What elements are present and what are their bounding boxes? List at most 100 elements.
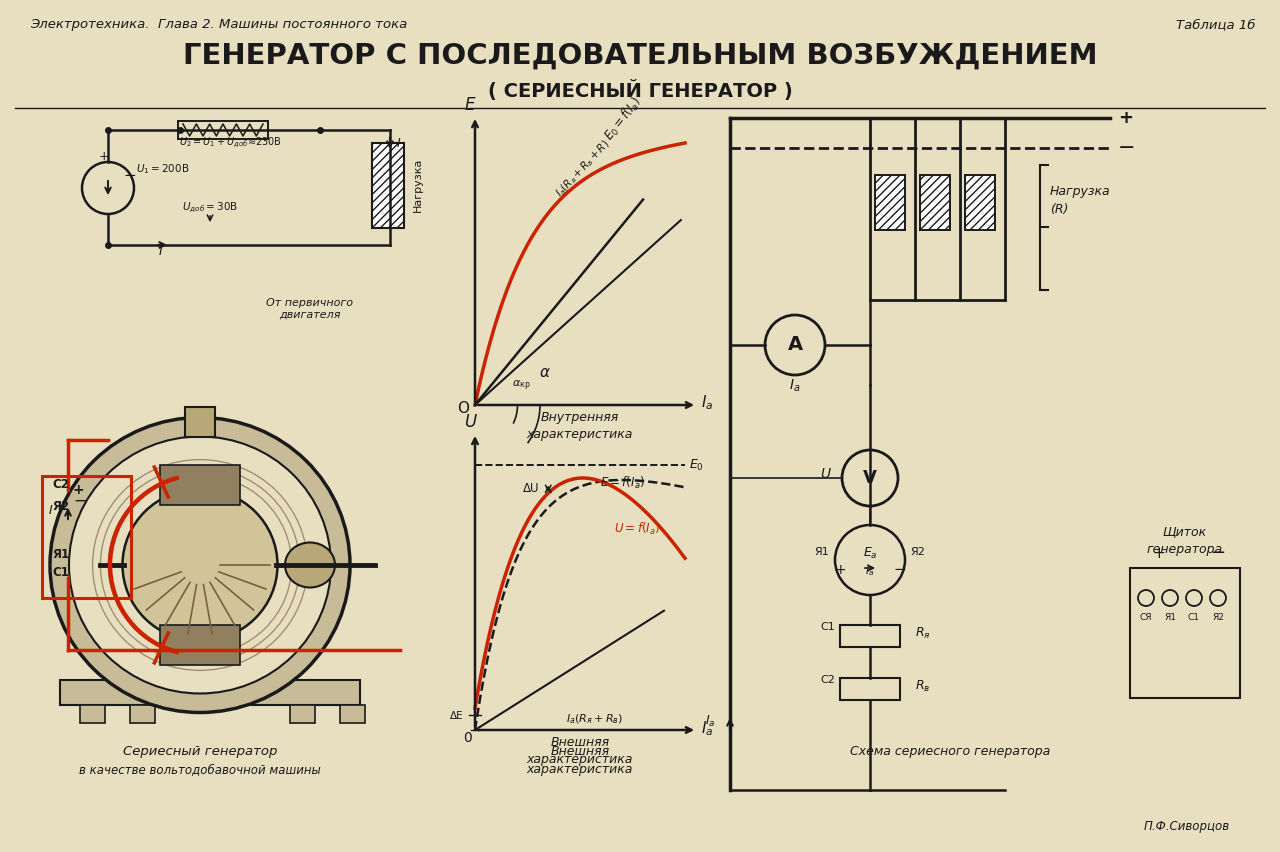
Ellipse shape <box>285 543 335 588</box>
Text: Нагрузка: Нагрузка <box>413 158 422 212</box>
Circle shape <box>1210 590 1226 606</box>
Circle shape <box>1187 590 1202 606</box>
Ellipse shape <box>69 436 332 694</box>
Text: Схема сериесного генератора: Схема сериесного генератора <box>850 745 1050 758</box>
Text: $R_в$: $R_в$ <box>915 679 931 694</box>
Text: Я1: Я1 <box>52 548 69 561</box>
Text: Внутренняя: Внутренняя <box>541 411 620 424</box>
Text: Нагрузка: Нагрузка <box>1050 185 1111 198</box>
Text: +: + <box>1117 109 1133 127</box>
Text: ΔE: ΔE <box>451 711 463 721</box>
Bar <box>186 407 215 437</box>
Circle shape <box>842 450 899 506</box>
FancyBboxPatch shape <box>920 175 950 230</box>
Text: $E_a$: $E_a$ <box>863 545 877 561</box>
Text: (R): (R) <box>1050 203 1069 216</box>
Text: От первичного
двигателя: От первичного двигателя <box>266 298 353 320</box>
Ellipse shape <box>123 489 278 641</box>
FancyBboxPatch shape <box>131 705 155 723</box>
Text: U: U <box>820 467 831 481</box>
FancyBboxPatch shape <box>840 625 900 647</box>
Text: +: + <box>835 563 846 577</box>
Text: C2: C2 <box>820 675 835 685</box>
FancyBboxPatch shape <box>178 121 268 139</box>
Text: +: + <box>99 150 109 163</box>
FancyBboxPatch shape <box>876 175 905 230</box>
FancyBboxPatch shape <box>291 705 315 723</box>
FancyBboxPatch shape <box>60 680 360 705</box>
Text: $\alpha_{\rm кр}$: $\alpha_{\rm кр}$ <box>512 378 530 393</box>
Text: характеристика: характеристика <box>527 753 634 766</box>
Text: $I_a$: $I_a$ <box>865 564 874 578</box>
Circle shape <box>765 315 826 375</box>
FancyBboxPatch shape <box>79 705 105 723</box>
Text: O: O <box>457 401 468 416</box>
Text: генератора: генератора <box>1147 543 1224 556</box>
Text: $I$: $I$ <box>396 137 402 150</box>
Text: Я2: Я2 <box>910 547 925 557</box>
FancyBboxPatch shape <box>160 465 241 505</box>
Text: в качестве вольтодобавочной машины: в качестве вольтодобавочной машины <box>79 763 321 776</box>
Text: Внешняя: Внешняя <box>550 745 609 758</box>
Text: $I_a$: $I_a$ <box>701 393 713 412</box>
Circle shape <box>1138 590 1155 606</box>
Text: $I$: $I$ <box>157 245 164 258</box>
Text: 0: 0 <box>462 731 471 745</box>
Text: $E_0=f(I_a)$: $E_0=f(I_a)$ <box>602 95 645 144</box>
Text: A: A <box>787 336 803 354</box>
Text: C1: C1 <box>52 566 69 579</box>
Text: ГЕНЕРАТОР С ПОСЛЕДОВАТЕЛЬНЫМ ВОЗБУЖДЕНИЕМ: ГЕНЕРАТОР С ПОСЛЕДОВАТЕЛЬНЫМ ВОЗБУЖДЕНИЕ… <box>183 42 1097 70</box>
Text: $I_a(R_я+R_в+R)$: $I_a(R_я+R_в+R)$ <box>553 137 613 200</box>
Text: Сериесный генератор: Сериесный генератор <box>123 745 278 758</box>
FancyBboxPatch shape <box>1130 568 1240 698</box>
Text: $I_a$: $I_a$ <box>701 719 713 738</box>
Ellipse shape <box>50 417 349 712</box>
Text: Таблица 1б: Таблица 1б <box>1175 18 1254 31</box>
Text: $R_я$: $R_я$ <box>915 626 931 641</box>
FancyBboxPatch shape <box>160 625 241 665</box>
FancyBboxPatch shape <box>372 143 404 228</box>
Circle shape <box>835 525 905 595</box>
Text: Я2: Я2 <box>52 500 69 513</box>
Text: Щиток: Щиток <box>1164 525 1207 538</box>
Text: U: U <box>463 413 476 431</box>
Text: $U_2=U_1+U_{доб}≈230$В: $U_2=U_1+U_{доб}≈230$В <box>179 135 282 150</box>
Text: C2: C2 <box>52 478 69 491</box>
Text: $E_0$: $E_0$ <box>689 458 704 473</box>
Text: $U_{доб}=30$В: $U_{доб}=30$В <box>182 200 238 215</box>
Text: Внешняя: Внешняя <box>550 736 609 749</box>
Text: −: − <box>73 492 87 510</box>
Text: Я1: Я1 <box>814 547 829 557</box>
Text: E: E <box>465 96 475 114</box>
Text: П.Ф.Сиворцов: П.Ф.Сиворцов <box>1144 820 1230 833</box>
Text: Электротехника.  Глава 2. Машины постоянного тока: Электротехника. Глава 2. Машины постоянн… <box>29 18 407 31</box>
Text: −: − <box>1117 138 1135 158</box>
Text: −: − <box>124 168 137 183</box>
Text: ΔU: ΔU <box>524 482 539 495</box>
Text: C1: C1 <box>820 622 835 632</box>
Text: $I_a$: $I_a$ <box>705 714 716 729</box>
Text: $U=f(I_a)$: $U=f(I_a)$ <box>614 521 660 537</box>
Text: −: − <box>893 562 906 577</box>
FancyBboxPatch shape <box>840 678 900 700</box>
Text: $U_1=200$В: $U_1=200$В <box>136 162 189 176</box>
Text: $\alpha$: $\alpha$ <box>539 365 550 380</box>
Text: +: + <box>73 483 84 497</box>
Text: ( СЕРИЕСНЫЙ ГЕНЕРАТОР ): ( СЕРИЕСНЫЙ ГЕНЕРАТОР ) <box>488 80 792 101</box>
Text: Я2: Я2 <box>1212 613 1224 622</box>
Text: $I$: $I$ <box>49 504 54 517</box>
FancyBboxPatch shape <box>340 705 365 723</box>
Text: $I_a(R_я+R_в)$: $I_a(R_я+R_в)$ <box>567 712 623 726</box>
Text: $E=f(I_a)$: $E=f(I_a)$ <box>600 475 645 491</box>
Text: характеристика: характеристика <box>527 763 634 776</box>
Text: СЯ: СЯ <box>1139 613 1152 622</box>
Text: характеристика: характеристика <box>527 428 634 441</box>
Text: $I_a$: $I_a$ <box>790 378 801 394</box>
Circle shape <box>1162 590 1178 606</box>
FancyBboxPatch shape <box>965 175 995 230</box>
Text: С1: С1 <box>1188 613 1201 622</box>
Text: +: + <box>1152 546 1165 561</box>
Text: V: V <box>863 469 877 487</box>
Text: Я1: Я1 <box>1164 613 1176 622</box>
Text: −: − <box>1210 544 1225 562</box>
